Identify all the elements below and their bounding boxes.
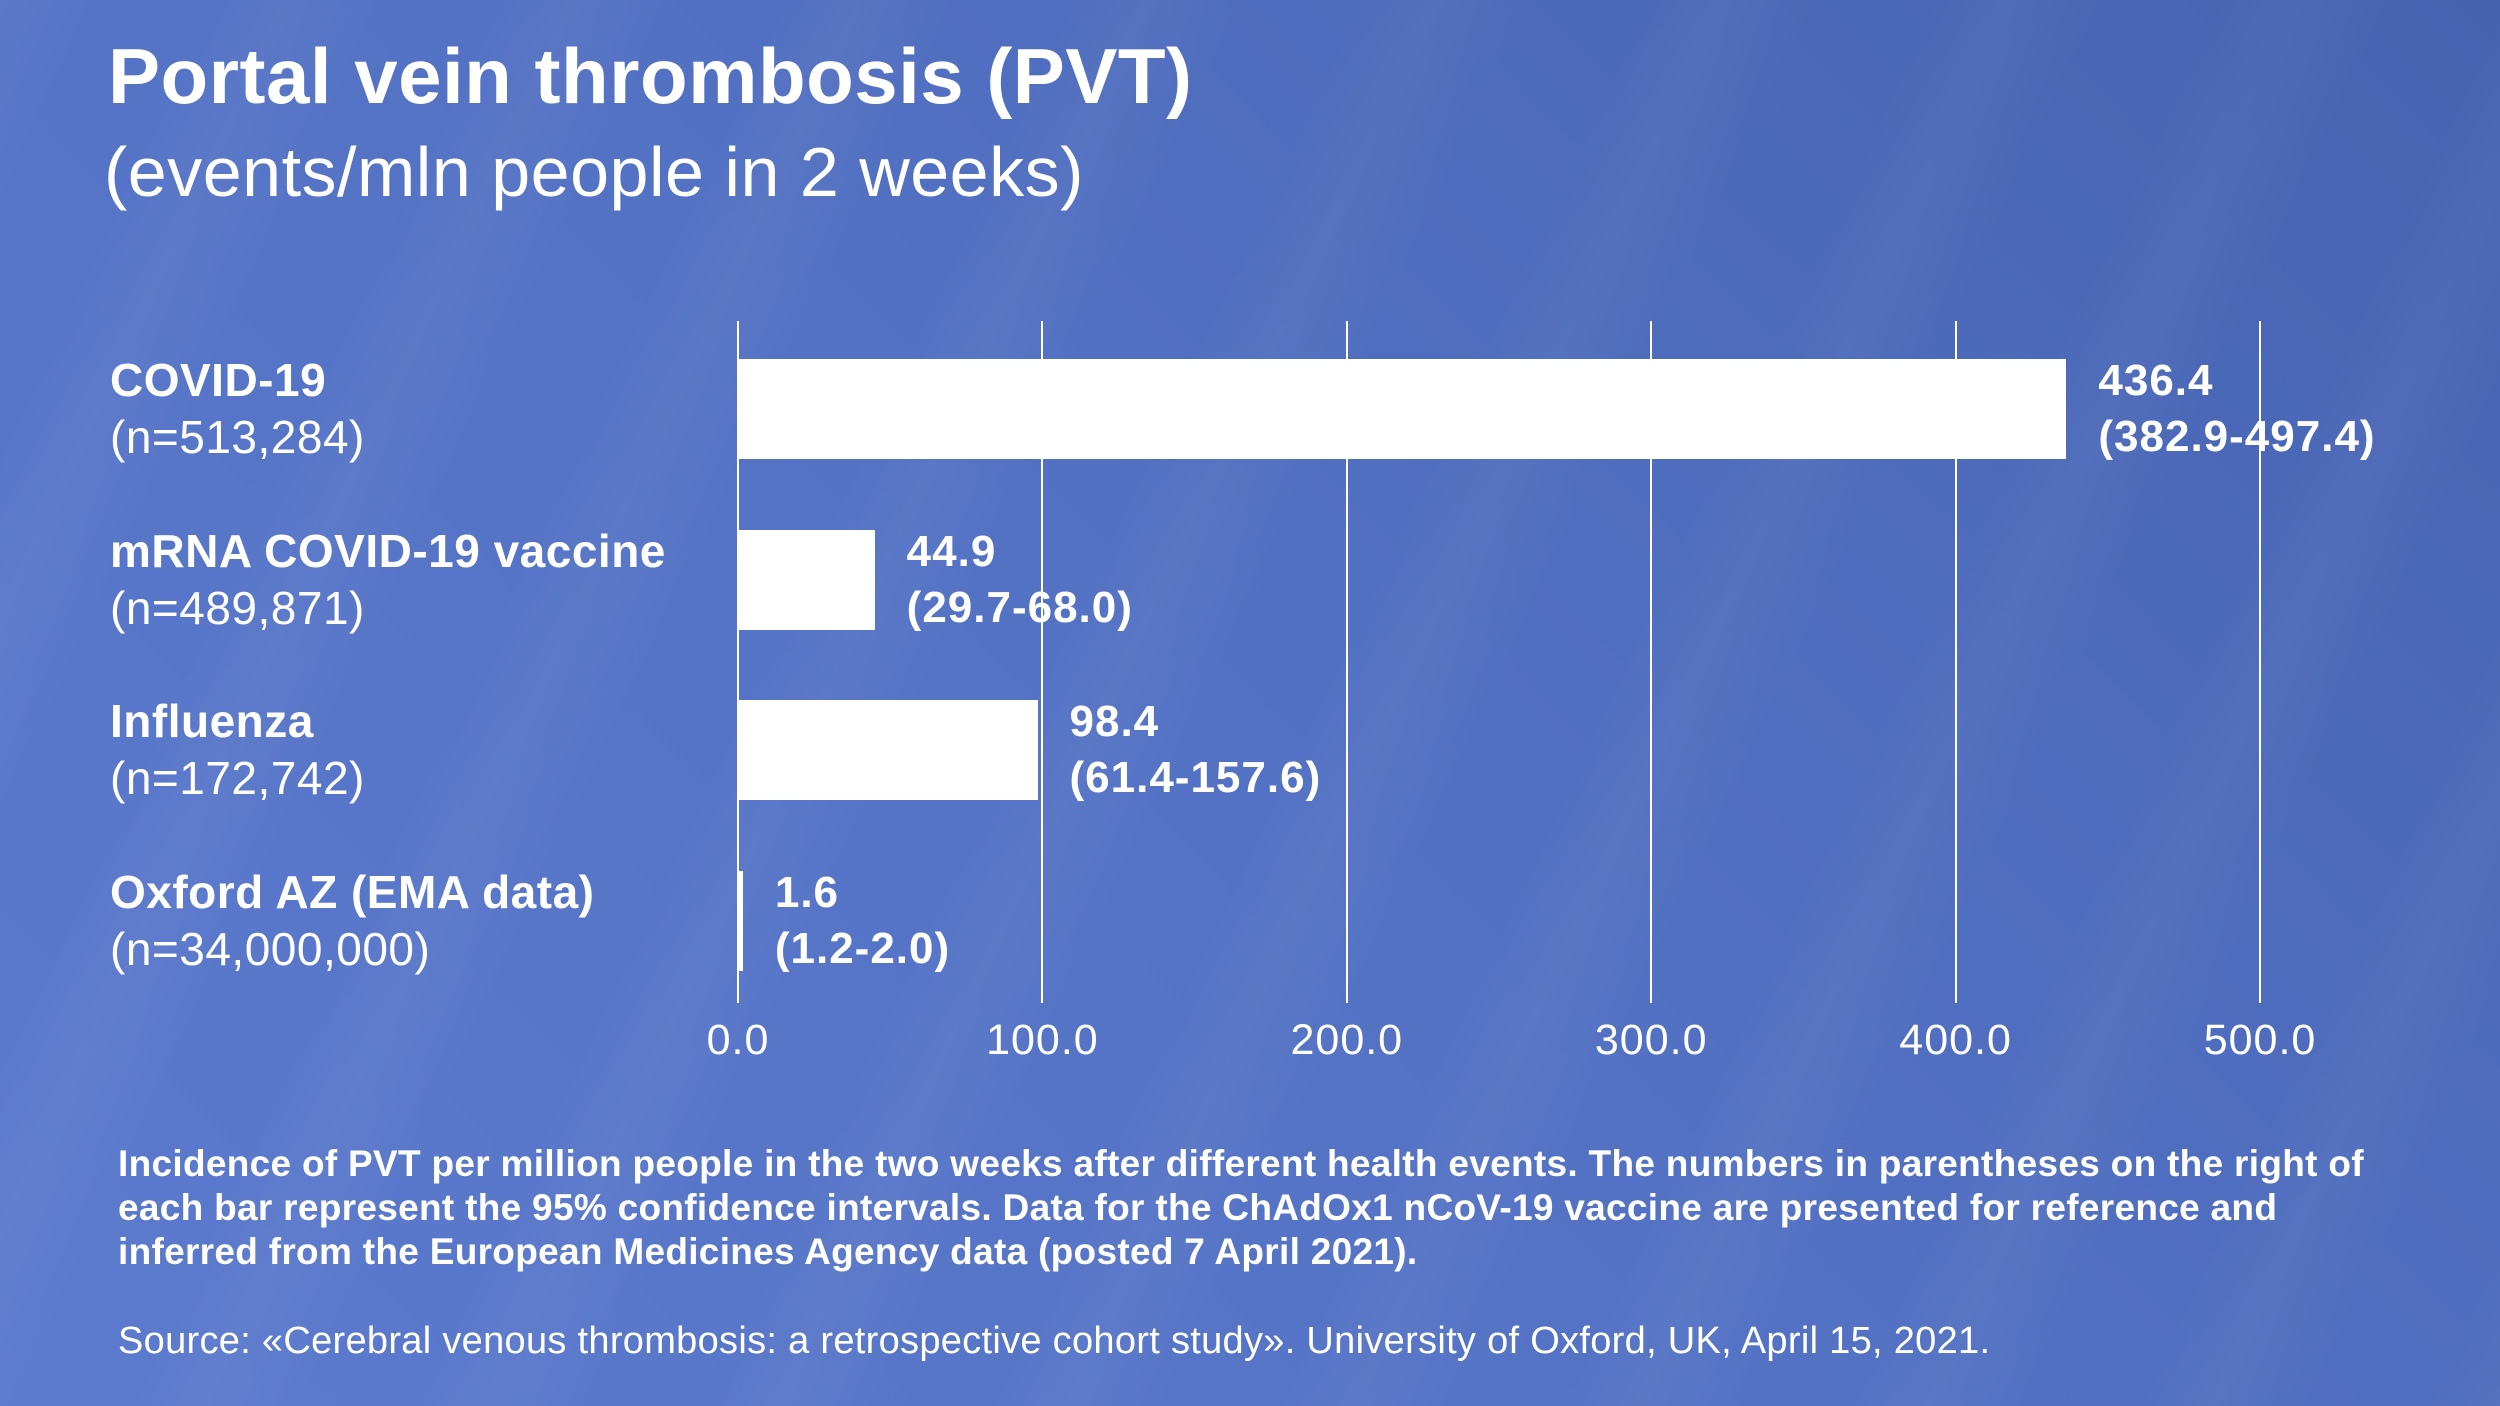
value-label: 98.4	[1069, 697, 1160, 746]
confidence-interval-label: (29.7-68.0)	[906, 582, 1133, 632]
category-label: Oxford AZ (EMA data)	[110, 865, 595, 918]
value-label: 436.4	[2098, 356, 2214, 405]
confidence-interval-label: (382.9-497.4)	[2098, 412, 2376, 461]
category-label-block: Influenza (n=172,742)	[110, 693, 365, 807]
category-label-block: COVID-19 (n=513,284)	[110, 352, 365, 466]
confidence-interval-label: (61.4-157.6)	[1069, 753, 1322, 802]
bar-chart: COVID-19 (n=513,284) 436.4 (382.9-497.4) mRN…	[0, 0, 2500, 1100]
bar	[738, 870, 743, 971]
page-title: Portal vein thrombosis (PVT)	[108, 32, 1193, 120]
chart-row: Influenza (n=172,742) 98.4 (61.4-157.6)	[0, 662, 2500, 833]
chart-row: Oxford AZ (EMA data) (n=34,000,000) 1.6 (1.…	[0, 833, 2500, 1004]
page-subtitle: (events/mln people in 2 weeks)	[104, 133, 1084, 211]
value-label-block: 436.4 (382.9-497.4)	[2098, 353, 2375, 465]
category-n-label: (n=34,000,000)	[110, 922, 431, 975]
bar	[738, 700, 1038, 800]
grid-line	[1041, 321, 1044, 1003]
value-label-block: 1.6 (1.2-2.0)	[775, 865, 950, 977]
chart-row: mRNA COVID-19 vaccine (n=489,871) 44.9 (29.…	[0, 492, 2500, 663]
value-label: 44.9	[906, 526, 997, 576]
category-n-label: (n=172,742)	[110, 752, 365, 804]
grid-line	[2259, 321, 2261, 1003]
bar	[738, 359, 2067, 459]
category-label: COVID-19	[110, 354, 327, 406]
bar	[738, 529, 875, 630]
grid-line	[1345, 321, 1348, 1003]
category-label-block: Oxford AZ (EMA data) (n=34,000,000)	[110, 864, 594, 978]
x-axis-tick-label: 400.0	[1899, 1016, 2012, 1064]
x-axis-tick-label: 200.0	[1290, 1016, 1404, 1064]
category-label: Influenza	[110, 695, 314, 747]
category-label: mRNA COVID-19 vaccine	[110, 524, 666, 577]
x-axis-tick-label: 300.0	[1594, 1016, 1708, 1064]
category-n-label: (n=489,871)	[110, 581, 365, 634]
x-axis-tick-label: 100.0	[986, 1016, 1099, 1064]
footnote: Incidence of PVT per million people in t…	[118, 1143, 2364, 1272]
value-label-block: 44.9 (29.7-68.0)	[907, 524, 1133, 636]
chart-row: COVID-19 (n=513,284) 436.4 (382.9-497.4)	[0, 321, 2500, 492]
grid-line	[1650, 321, 1653, 1003]
grid-line	[1954, 321, 1957, 1003]
confidence-interval-label: (1.2-2.0)	[774, 923, 951, 973]
category-n-label: (n=513,284)	[110, 411, 365, 463]
source-note: Source: «Cerebral venous thrombosis: a r…	[118, 1320, 1991, 1362]
x-axis-tick-label: 0.0	[706, 1016, 770, 1064]
x-axis-tick-label: 500.0	[2203, 1016, 2317, 1064]
category-label-block: mRNA COVID-19 vaccine (n=489,871)	[110, 523, 666, 637]
value-label-block: 98.4 (61.4-157.6)	[1070, 694, 1322, 806]
grid-line	[737, 321, 739, 1003]
value-label: 1.6	[774, 867, 840, 917]
